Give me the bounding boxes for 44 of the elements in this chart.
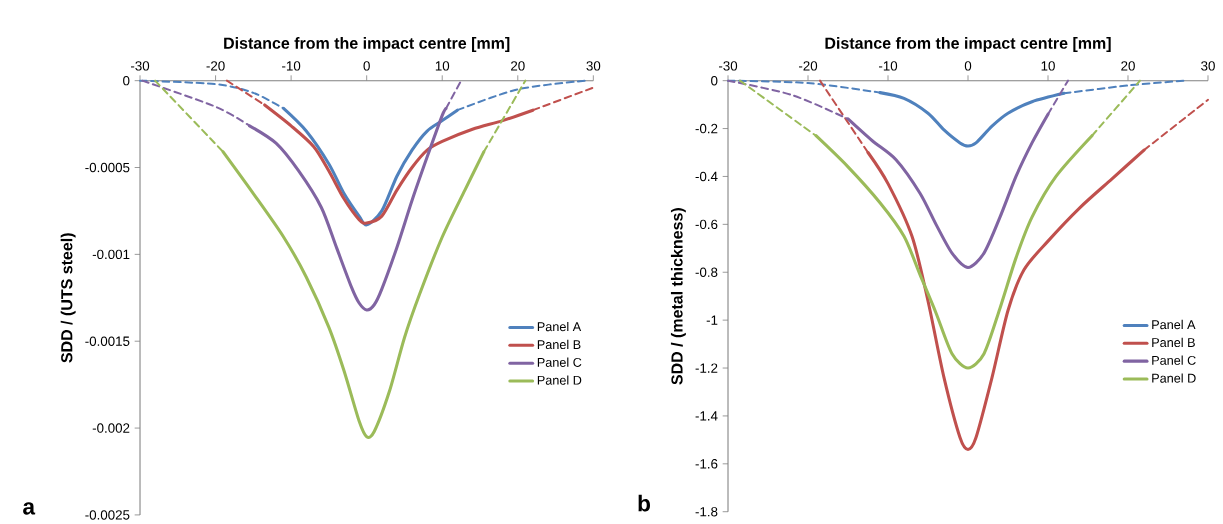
legend-label: Panel D	[1152, 373, 1196, 383]
x-tick-label: -30	[130, 61, 150, 71]
x-tick-label: -20	[798, 61, 818, 71]
x-axis-title: Distance from the impact centre [mm]	[224, 37, 510, 53]
y-axis-title: SDD / (UTS steel)	[60, 233, 76, 363]
x-tick-label: 30	[586, 61, 601, 71]
legend-label: Panel B	[1152, 337, 1195, 348]
y-tick-label: -1.4	[695, 411, 718, 421]
x-tick-label: 0	[964, 61, 972, 71]
y-tick-label: -1.6	[695, 459, 718, 469]
x-tick-label: -10	[878, 61, 898, 71]
legend-label: Panel C	[1152, 355, 1196, 365]
y-tick-label: -0.4	[695, 171, 718, 182]
y-tick-label: -1.8	[695, 507, 718, 517]
x-axis-title: Distance from the impact centre [mm]	[825, 37, 1111, 53]
legend-label: Panel A	[1152, 319, 1196, 330]
legend-label: Panel A	[537, 321, 582, 332]
legend-label: Panel C	[537, 357, 582, 367]
y-tick-label: -0.8	[695, 267, 718, 277]
x-tick-label: 20	[511, 61, 525, 71]
text: a	[23, 502, 36, 515]
x-tick-label: 10	[435, 61, 450, 71]
x-tick-label: -30	[718, 61, 738, 71]
x-tick-label: -10	[282, 61, 301, 71]
y-axis-title: SDD / (metal thickness)	[670, 208, 686, 385]
y-tick-label: -0.2	[695, 123, 718, 134]
x-tick-label: 0	[363, 61, 370, 71]
y-tick-label: -1	[706, 315, 718, 325]
y-tick-label: -0.0025	[85, 510, 130, 520]
y-tick-label: 0	[711, 75, 718, 86]
y-tick-label: -0.6	[695, 219, 718, 230]
x-tick-label: 30	[1201, 61, 1215, 71]
y-tick-label: 0	[123, 75, 130, 86]
y-tick-label: -0.0015	[85, 336, 130, 346]
x-tick-label: 20	[1121, 61, 1135, 71]
x-tick-label: 10	[1041, 61, 1055, 71]
y-tick-label: -0.002	[92, 423, 130, 433]
y-tick-label: -0.001	[92, 249, 130, 260]
legend-label: Panel D	[537, 375, 582, 385]
y-tick-label: -0.0005	[85, 162, 130, 173]
y-tick-label: -1.2	[695, 363, 718, 373]
x-tick-label: -20	[206, 61, 225, 71]
legend-label: Panel B	[537, 339, 581, 350]
text: b	[638, 494, 650, 512]
